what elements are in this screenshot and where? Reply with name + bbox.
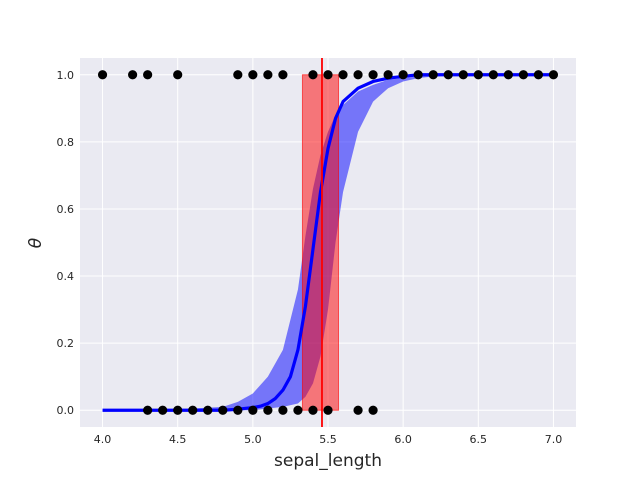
- data-point-class-1: [263, 70, 273, 80]
- data-point-class-1: [443, 70, 453, 80]
- data-point-class-1: [488, 70, 498, 80]
- data-point-class-0: [218, 405, 228, 415]
- data-point-class-1: [353, 70, 363, 80]
- y-tick-label: 0.4: [57, 270, 75, 283]
- data-point-class-1: [458, 70, 468, 80]
- data-point-class-0: [233, 405, 243, 415]
- x-tick-label: 6.0: [394, 433, 412, 446]
- x-tick-label: 6.5: [470, 433, 488, 446]
- x-tick-label: 4.5: [169, 433, 187, 446]
- data-point-class-1: [143, 70, 153, 80]
- data-point-class-0: [368, 405, 378, 415]
- data-point-class-1: [248, 70, 258, 80]
- y-tick-labels: 0.0 0.2 0.4 0.6 0.8 1.0: [57, 69, 75, 417]
- data-point-class-0: [248, 405, 258, 415]
- x-tick-label: 5.5: [319, 433, 337, 446]
- data-point-class-0: [143, 405, 153, 415]
- y-tick-label: 0.8: [57, 136, 75, 149]
- x-tick-labels: 4.0 4.5 5.0 5.5 6.0 6.5 7.0: [94, 433, 562, 446]
- data-point-class-0: [203, 405, 213, 415]
- data-point-class-1: [128, 70, 138, 80]
- y-axis-label: θ: [26, 237, 46, 248]
- y-tick-label: 0.6: [57, 203, 75, 216]
- data-point-class-1: [97, 70, 108, 80]
- data-point-class-1: [518, 70, 528, 80]
- data-point-class-1: [428, 70, 438, 80]
- data-point-class-0: [323, 405, 333, 415]
- x-tick-label: 7.0: [545, 433, 563, 446]
- x-tick-label: 5.0: [244, 433, 262, 446]
- data-point-class-1: [323, 70, 333, 80]
- data-point-class-1: [308, 70, 318, 80]
- data-point-class-1: [278, 70, 288, 80]
- data-point-class-0: [308, 405, 318, 415]
- data-point-class-0: [188, 405, 198, 415]
- data-point-class-1: [368, 70, 378, 80]
- data-point-class-1: [548, 70, 559, 80]
- data-point-class-0: [293, 405, 303, 415]
- x-tick-label: 4.0: [94, 433, 112, 446]
- x-axis-label: sepal_length: [274, 451, 382, 471]
- data-point-class-0: [278, 405, 288, 415]
- data-point-class-1: [398, 70, 408, 80]
- y-tick-label: 1.0: [57, 69, 75, 82]
- data-point-class-1: [173, 70, 183, 80]
- data-point-class-1: [503, 70, 513, 80]
- data-point-class-1: [533, 70, 544, 80]
- data-point-class-0: [353, 405, 363, 415]
- observations-layer: [97, 70, 559, 415]
- data-point-class-1: [413, 70, 423, 80]
- data-point-class-0: [158, 405, 168, 415]
- data-point-class-1: [383, 70, 393, 80]
- y-tick-label: 0.0: [57, 404, 75, 417]
- y-tick-label: 0.2: [57, 337, 75, 350]
- data-point-class-1: [233, 70, 243, 80]
- data-point-class-0: [173, 405, 183, 415]
- data-point-class-0: [263, 405, 273, 415]
- data-point-class-1: [473, 70, 483, 80]
- data-point-class-1: [338, 70, 348, 80]
